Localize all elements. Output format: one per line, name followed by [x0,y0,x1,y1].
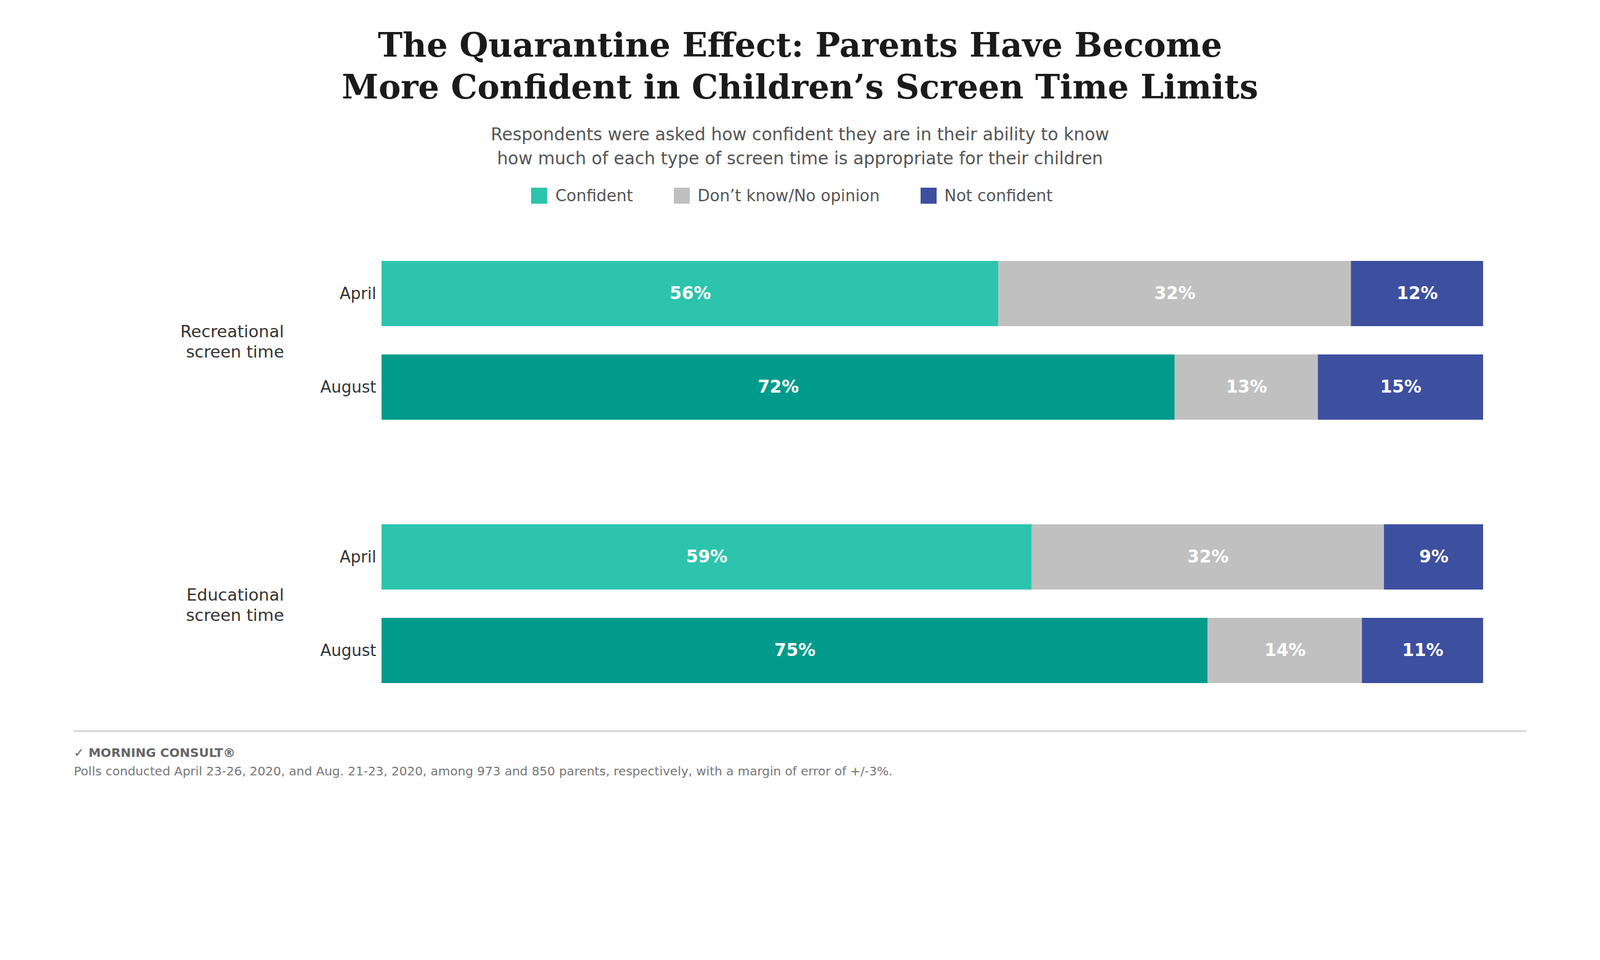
html-text:Not confident: Not confident [944,186,1053,205]
svg-text:11%: 11% [1402,640,1444,661]
svg-text:14%: 14% [1264,640,1306,661]
svg-text:32%: 32% [1154,283,1196,304]
html-text:Polls conducted April 23-26, 2: Polls conducted April 23-26, 2020, and A… [73,763,893,779]
svg-text:April: April [339,547,376,567]
html-text:Don’t know/No opinion: Don’t know/No opinion [697,186,880,205]
html-text:✓ MORNING CONSULT®: ✓ MORNING CONSULT® [73,745,236,761]
svg-text:9%: 9% [1419,547,1449,568]
svg-text:Educationalscreen time: Educationalscreen time [185,585,284,625]
svg-text:15%: 15% [1380,377,1422,398]
svg-text:56%: 56% [669,283,711,304]
svg-text:75%: 75% [774,640,816,661]
svg-text:August: August [320,641,377,660]
svg-text:13%: 13% [1225,377,1268,398]
html-text:Confident: Confident [555,186,633,205]
svg-text:59%: 59% [686,547,728,568]
svg-text:32%: 32% [1187,547,1229,568]
html-text:The Quarantine Effect: Parents: The Quarantine Effect: Parents Have Beco… [341,25,1259,107]
svg-text:12%: 12% [1396,283,1439,304]
svg-text:Recreationalscreen time: Recreationalscreen time [180,322,284,362]
svg-text:August: August [320,377,377,397]
svg-text:72%: 72% [757,377,799,398]
html-text:Respondents were asked how con: Respondents were asked how confident the… [490,124,1110,169]
svg-text:April: April [339,284,376,303]
